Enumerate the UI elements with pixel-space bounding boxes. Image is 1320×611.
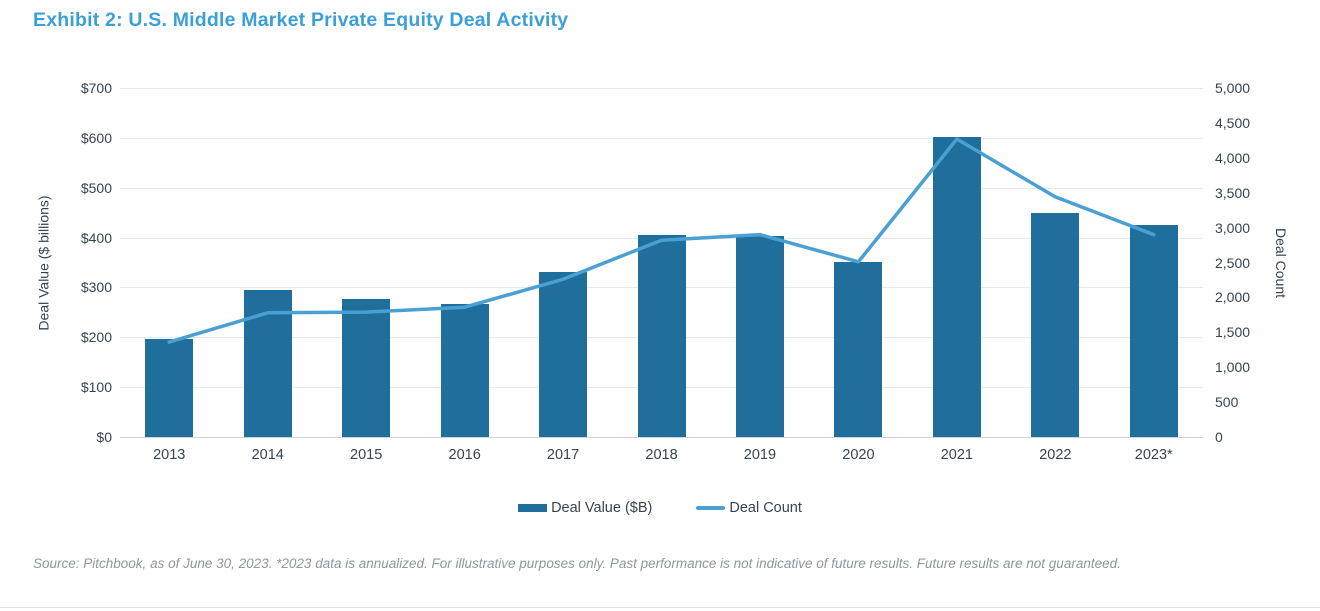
right-axis-tick: 2,000 bbox=[1215, 289, 1251, 306]
right-axis-tick: 1,500 bbox=[1215, 324, 1251, 341]
deal-value-bar bbox=[736, 235, 784, 437]
deal-count-swatch-icon bbox=[696, 506, 726, 510]
gridline bbox=[120, 437, 1203, 438]
deal-value-bar bbox=[1129, 224, 1178, 437]
left-axis-tick: $200 bbox=[80, 329, 112, 346]
x-axis-tick: 2021 bbox=[940, 447, 973, 463]
legend-item-deal-count: Deal Count bbox=[696, 500, 802, 516]
x-axis-tick: 2022 bbox=[1039, 447, 1072, 463]
right-axis-tick: 4,500 bbox=[1215, 114, 1251, 131]
left-axis-title: Deal Value ($ billions) bbox=[33, 88, 55, 437]
left-axis-tick: $700 bbox=[80, 80, 112, 96]
right-axis-tick: 1,000 bbox=[1215, 359, 1251, 376]
x-axis-tick: 2017 bbox=[546, 447, 580, 463]
left-axis-tick: $100 bbox=[80, 379, 112, 396]
deal-value-bar bbox=[342, 298, 391, 437]
legend-label-deal-value: Deal Value ($B) bbox=[551, 500, 653, 516]
deal-value-bar bbox=[1031, 213, 1080, 437]
deal-value-bar bbox=[440, 304, 489, 437]
deal-value-bar bbox=[539, 272, 587, 437]
right-axis-tick: 5,000 bbox=[1215, 80, 1251, 96]
right-axis-tick: 0 bbox=[1215, 429, 1223, 445]
deal-value-swatch-icon bbox=[518, 504, 548, 512]
deal-value-bar bbox=[932, 136, 981, 437]
right-axis-tick: 500 bbox=[1215, 394, 1239, 411]
source-footnote: Source: Pitchbook, as of June 30, 2023. … bbox=[33, 556, 1121, 571]
plot-area bbox=[120, 88, 1203, 438]
x-axis-tick: 2016 bbox=[448, 447, 481, 463]
right-axis-tick: 3,000 bbox=[1215, 219, 1251, 236]
gridline bbox=[120, 137, 1203, 139]
x-axis-tick: 2015 bbox=[350, 447, 383, 463]
x-axis-tick: 2023* bbox=[1134, 447, 1173, 463]
page-title: Exhibit 2: U.S. Middle Market Private Eq… bbox=[33, 9, 569, 31]
deal-count-polyline bbox=[167, 137, 1156, 344]
legend: Deal Value ($B) Deal Count bbox=[0, 500, 1320, 516]
left-axis-tick: $600 bbox=[80, 129, 112, 146]
x-axis-tick: 2018 bbox=[645, 447, 678, 463]
right-axis-title-text: Deal Count bbox=[1273, 227, 1290, 298]
x-axis-tick: 2013 bbox=[153, 447, 186, 463]
right-axis-title: Deal Count bbox=[1270, 88, 1292, 437]
left-axis-tick: $0 bbox=[96, 429, 112, 445]
right-axis-tick: 4,000 bbox=[1215, 149, 1251, 166]
left-axis-title-text: Deal Value ($ billions) bbox=[36, 194, 53, 331]
x-axis-tick: 2014 bbox=[251, 447, 284, 463]
x-axis-tick: 2019 bbox=[743, 447, 777, 463]
right-axis-tick-labels: 5,000 4,500 4,000 3,500 3,000 2,500 2,000 1,500… bbox=[1215, 80, 1285, 445]
deal-value-bar bbox=[637, 234, 686, 437]
gridline bbox=[120, 88, 1203, 89]
deal-value-bar bbox=[834, 262, 883, 437]
legend-label-deal-count: Deal Count bbox=[729, 500, 802, 516]
bottom-divider bbox=[0, 607, 1320, 608]
x-axis-tick: 2020 bbox=[842, 447, 875, 463]
gridline bbox=[120, 187, 1203, 189]
bars-layer bbox=[120, 88, 1203, 437]
left-axis-tick: $500 bbox=[80, 179, 112, 196]
right-axis-tick: 3,500 bbox=[1215, 184, 1251, 201]
left-axis-tick: $400 bbox=[80, 229, 112, 246]
x-axis-tick-labels: 2013 2014 2015 2016 2017 2018 2019 2020 2021 2022… bbox=[120, 446, 1203, 466]
deal-count-line bbox=[167, 137, 1156, 344]
left-axis-tick-labels: $700 $600 $500 $400 $300 $200 $100 $0 bbox=[0, 80, 112, 445]
deal-value-bar bbox=[145, 338, 194, 437]
left-axis-tick: $300 bbox=[80, 279, 112, 296]
right-axis-tick: 2,500 bbox=[1215, 254, 1251, 271]
legend-item-deal-value: Deal Value ($B) bbox=[518, 500, 652, 516]
deal-value-bar bbox=[243, 290, 292, 437]
